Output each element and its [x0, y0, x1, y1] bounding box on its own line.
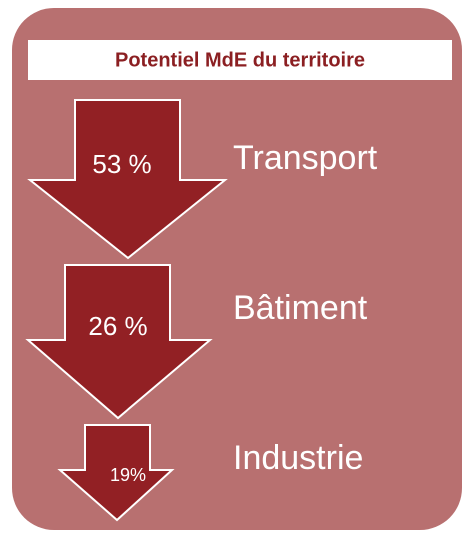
arrow	[57, 424, 175, 522]
item-label: 26 %	[88, 311, 147, 341]
item-name: Industrie	[233, 439, 363, 477]
title-bar	[28, 40, 452, 80]
item-name: Transport	[233, 139, 378, 177]
item-name: Bâtiment	[233, 289, 368, 327]
arrow	[25, 264, 213, 420]
title: Potentiel MdE du territoire	[115, 49, 365, 71]
item-label: 53 %	[92, 149, 151, 179]
item-label: 19%	[110, 465, 146, 485]
arrow	[27, 99, 228, 260]
